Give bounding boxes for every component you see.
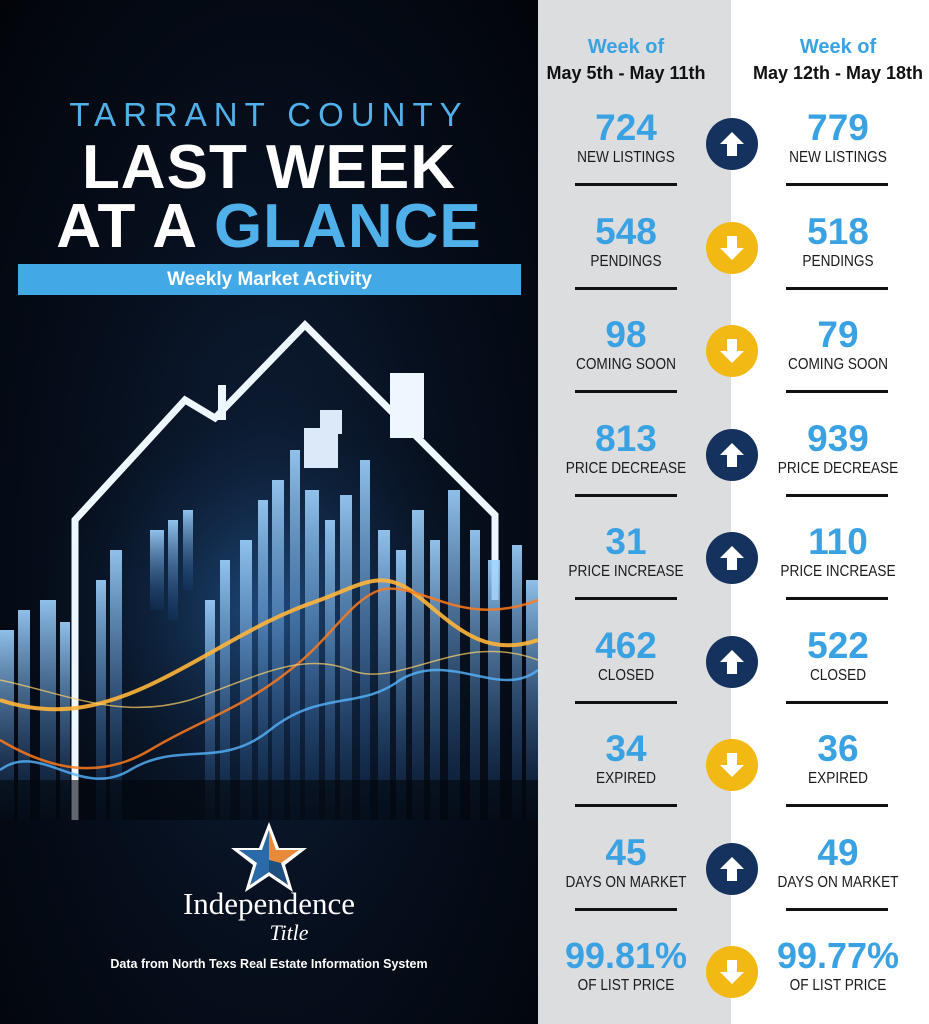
week-2-header: Week of May 12th - May 18th <box>740 34 929 85</box>
stat-value: 813 <box>595 418 657 459</box>
stat-week1: 45 DAYS ON MARKET <box>538 833 714 893</box>
week-1-label: Week of <box>587 36 665 58</box>
stat-week2: 522 CLOSED <box>740 626 929 686</box>
week-1-column <box>538 0 731 1024</box>
stat-week2: 110 PRICE INCREASE <box>740 522 929 582</box>
row-divider <box>786 287 888 290</box>
row-divider <box>786 908 888 911</box>
row-divider <box>575 597 677 600</box>
stat-week2: 518 PENDINGS <box>740 212 929 272</box>
stat-label: EXPIRED <box>596 770 656 787</box>
stat-label: PENDINGS <box>802 253 874 270</box>
stat-label: OF LIST PRICE <box>789 977 887 994</box>
week-2-label: Week of <box>799 36 877 58</box>
week-2-range: May 12th - May 18th <box>752 63 924 83</box>
stat-label: CLOSED <box>597 667 655 684</box>
county-title: TARRANT COUNTY <box>69 96 469 133</box>
row-divider <box>786 390 888 393</box>
stat-value: 779 <box>807 107 869 148</box>
stat-label: OF LIST PRICE <box>577 977 675 994</box>
stat-week2: 779 NEW LISTINGS <box>740 108 929 168</box>
row-divider <box>786 183 888 186</box>
stat-label: COMING SOON <box>787 356 889 373</box>
stat-value: 99.81% <box>564 935 688 976</box>
headline-line-1: LAST WEEK <box>81 133 457 202</box>
stat-value: 522 <box>807 625 869 666</box>
arrow-down-icon <box>706 739 758 791</box>
stat-value: 548 <box>595 211 657 252</box>
stat-value: 34 <box>605 728 647 769</box>
stat-label: NEW LISTINGS <box>789 149 887 166</box>
arrow-up-icon <box>706 636 758 688</box>
stat-value: 36 <box>817 728 859 769</box>
stat-week1: 724 NEW LISTINGS <box>538 108 714 168</box>
stat-label: COMING SOON <box>575 356 677 373</box>
row-divider <box>786 494 888 497</box>
stat-label: PRICE INCREASE <box>780 563 896 580</box>
row-divider <box>786 597 888 600</box>
arrow-down-icon <box>706 946 758 998</box>
stat-value: 939 <box>807 418 869 459</box>
stat-value: 98 <box>605 314 647 355</box>
stat-label: PRICE DECREASE <box>565 460 687 477</box>
row-divider <box>575 494 677 497</box>
week-2-column <box>731 0 929 1024</box>
row-divider <box>575 183 677 186</box>
hero-panel: TARRANT COUNTY LAST WEEK AT A GLANCE Wee… <box>0 0 538 1024</box>
stat-week1: 98 COMING SOON <box>538 315 714 375</box>
stat-week1: 548 PENDINGS <box>538 212 714 272</box>
stat-value: 79 <box>817 314 859 355</box>
arrow-up-icon <box>706 118 758 170</box>
stat-label: PENDINGS <box>590 253 662 270</box>
row-divider <box>575 804 677 807</box>
stat-value: 462 <box>595 625 657 666</box>
stat-week1: 99.81% OF LIST PRICE <box>538 936 714 996</box>
stat-label: PRICE DECREASE <box>777 460 899 477</box>
arrow-up-icon <box>706 843 758 895</box>
logo-wordmark: Independence <box>182 886 356 921</box>
headline-highlight: GLANCE <box>213 192 482 261</box>
star-logo-icon <box>231 822 307 892</box>
row-divider <box>575 701 677 704</box>
arrow-down-icon <box>706 325 758 377</box>
stat-value: 518 <box>807 211 869 252</box>
stat-week2: 79 COMING SOON <box>740 315 929 375</box>
data-source-note: Data from North Texs Real Estate Informa… <box>110 957 428 971</box>
stat-week1: 813 PRICE DECREASE <box>538 419 714 479</box>
stat-label: CLOSED <box>809 667 867 684</box>
stat-week2: 99.77% OF LIST PRICE <box>740 936 929 996</box>
row-divider <box>575 287 677 290</box>
row-divider <box>575 908 677 911</box>
row-divider <box>786 701 888 704</box>
house-chart-illustration <box>0 300 538 820</box>
stat-label: NEW LISTINGS <box>577 149 675 166</box>
headline-line-2: AT A GLANCE <box>0 196 538 258</box>
row-divider <box>786 804 888 807</box>
stat-label: EXPIRED <box>808 770 868 787</box>
stat-value: 31 <box>605 521 647 562</box>
arrow-up-icon <box>706 532 758 584</box>
stat-week2: 36 EXPIRED <box>740 729 929 789</box>
stat-value: 110 <box>808 521 868 562</box>
stat-week1: 462 CLOSED <box>538 626 714 686</box>
stat-label: DAYS ON MARKET <box>777 874 899 891</box>
logo-subtitle: Title <box>269 920 309 945</box>
week-1-range: May 5th - May 11th <box>546 63 706 83</box>
section-banner: Weekly Market Activity <box>18 264 521 295</box>
stat-value: 99.77% <box>776 935 900 976</box>
stat-label: PRICE INCREASE <box>568 563 684 580</box>
arrow-down-icon <box>706 222 758 274</box>
headline-prefix: AT A <box>56 192 196 261</box>
stat-value: 724 <box>595 107 657 148</box>
stat-week2: 939 PRICE DECREASE <box>740 419 929 479</box>
stat-week2: 49 DAYS ON MARKET <box>740 833 929 893</box>
row-divider <box>575 390 677 393</box>
stat-value: 45 <box>605 832 647 873</box>
stat-week1: 31 PRICE INCREASE <box>538 522 714 582</box>
stat-label: DAYS ON MARKET <box>565 874 687 891</box>
stat-week1: 34 EXPIRED <box>538 729 714 789</box>
arrow-up-icon <box>706 429 758 481</box>
week-1-header: Week of May 5th - May 11th <box>538 34 714 85</box>
stat-value: 49 <box>817 832 859 873</box>
